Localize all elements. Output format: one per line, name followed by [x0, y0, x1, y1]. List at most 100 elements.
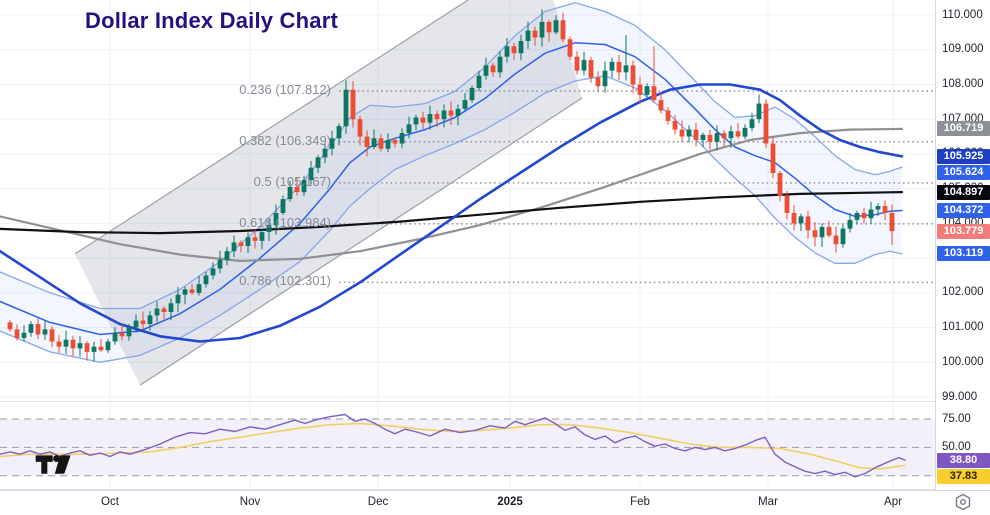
candle[interactable] — [644, 83, 650, 97]
candle[interactable] — [63, 330, 69, 354]
candle[interactable] — [224, 247, 230, 266]
candle[interactable] — [112, 327, 118, 345]
rsi-bottom-separator[interactable] — [0, 489, 990, 490]
candle[interactable] — [91, 341, 97, 362]
candle[interactable] — [546, 19, 552, 42]
candle[interactable] — [875, 203, 881, 216]
candle[interactable] — [455, 104, 461, 126]
candle[interactable] — [203, 272, 209, 288]
candle[interactable] — [266, 219, 272, 241]
candle[interactable] — [637, 76, 643, 105]
candle[interactable] — [119, 324, 125, 341]
candle[interactable] — [98, 339, 104, 353]
candle[interactable] — [588, 56, 594, 83]
candle[interactable] — [252, 229, 258, 249]
candle[interactable] — [21, 325, 27, 342]
candle[interactable] — [238, 240, 244, 253]
candle[interactable] — [791, 205, 797, 231]
candle[interactable] — [182, 286, 188, 305]
candle[interactable] — [49, 325, 55, 348]
candle[interactable] — [448, 101, 454, 125]
candle[interactable] — [420, 111, 426, 130]
candle[interactable] — [812, 222, 818, 247]
candle[interactable] — [854, 210, 860, 225]
candle[interactable] — [77, 336, 83, 357]
candle[interactable] — [413, 114, 419, 131]
candle[interactable] — [539, 9, 545, 47]
price-chart-canvas[interactable] — [0, 0, 935, 402]
candle[interactable] — [672, 114, 678, 135]
candle[interactable] — [294, 177, 300, 196]
tradingview-logo[interactable] — [16, 454, 96, 475]
candle[interactable] — [329, 130, 335, 156]
candle[interactable] — [336, 123, 342, 146]
candle[interactable] — [84, 341, 90, 361]
settings-gear-icon[interactable] — [950, 493, 976, 513]
candle[interactable] — [378, 134, 384, 152]
candle[interactable] — [777, 170, 783, 202]
candle[interactable] — [567, 36, 573, 61]
candle[interactable] — [133, 314, 139, 333]
candle[interactable] — [399, 128, 405, 149]
candle[interactable] — [889, 204, 895, 245]
candle[interactable] — [665, 107, 671, 125]
candle[interactable] — [721, 130, 727, 148]
candle[interactable] — [714, 125, 720, 151]
candle[interactable] — [490, 62, 496, 77]
candle[interactable] — [350, 81, 356, 128]
candle[interactable] — [595, 71, 601, 92]
candle[interactable] — [560, 12, 566, 42]
candle[interactable] — [35, 318, 41, 340]
candle[interactable] — [210, 262, 216, 280]
candle[interactable] — [581, 51, 587, 76]
candle[interactable] — [784, 190, 790, 220]
candle[interactable] — [287, 180, 293, 202]
candle[interactable] — [483, 57, 489, 80]
candle[interactable] — [616, 54, 622, 80]
candle[interactable] — [56, 335, 62, 354]
rsi-panel-canvas[interactable] — [0, 403, 935, 489]
candle[interactable] — [868, 201, 874, 224]
candle[interactable] — [231, 235, 237, 258]
candle[interactable] — [168, 298, 174, 321]
channel-lower-line[interactable] — [139, 97, 583, 386]
candle[interactable] — [658, 91, 664, 114]
candle[interactable] — [126, 324, 132, 341]
trend-channel-fill[interactable] — [75, 0, 582, 386]
candle[interactable] — [392, 137, 398, 148]
candle[interactable] — [406, 116, 412, 139]
candle[interactable] — [651, 46, 657, 103]
candle[interactable] — [497, 51, 503, 78]
candle[interactable] — [189, 283, 195, 295]
candle[interactable] — [364, 130, 370, 157]
candle[interactable] — [518, 34, 524, 61]
candle[interactable] — [707, 130, 713, 150]
time-axis[interactable]: Oct Nov Dec 2025 Feb Mar Apr — [0, 490, 990, 515]
candle[interactable] — [679, 120, 685, 142]
candle[interactable] — [357, 115, 363, 146]
candle[interactable] — [343, 80, 349, 134]
candle[interactable] — [525, 21, 531, 49]
candle[interactable] — [882, 200, 888, 221]
price-axis[interactable]: 110.000109.000108.000107.000106.000105.0… — [935, 0, 990, 515]
candle[interactable] — [735, 123, 741, 139]
candle[interactable] — [630, 60, 636, 94]
candle[interactable] — [756, 94, 762, 124]
candle[interactable] — [819, 223, 825, 247]
candle[interactable] — [217, 250, 223, 274]
candle[interactable] — [609, 57, 615, 78]
channel-upper-line[interactable] — [74, 0, 540, 255]
candle[interactable] — [322, 143, 328, 164]
candle[interactable] — [532, 26, 538, 46]
candle[interactable] — [441, 104, 447, 128]
candle[interactable] — [308, 160, 314, 185]
panel-separator[interactable] — [0, 401, 990, 402]
candle[interactable] — [7, 320, 13, 332]
candle[interactable] — [469, 85, 475, 103]
candle[interactable] — [833, 226, 839, 253]
candle[interactable] — [742, 124, 748, 140]
candle[interactable] — [686, 125, 692, 143]
candle[interactable] — [273, 204, 279, 235]
candle[interactable] — [70, 335, 76, 357]
candle[interactable] — [147, 311, 153, 331]
